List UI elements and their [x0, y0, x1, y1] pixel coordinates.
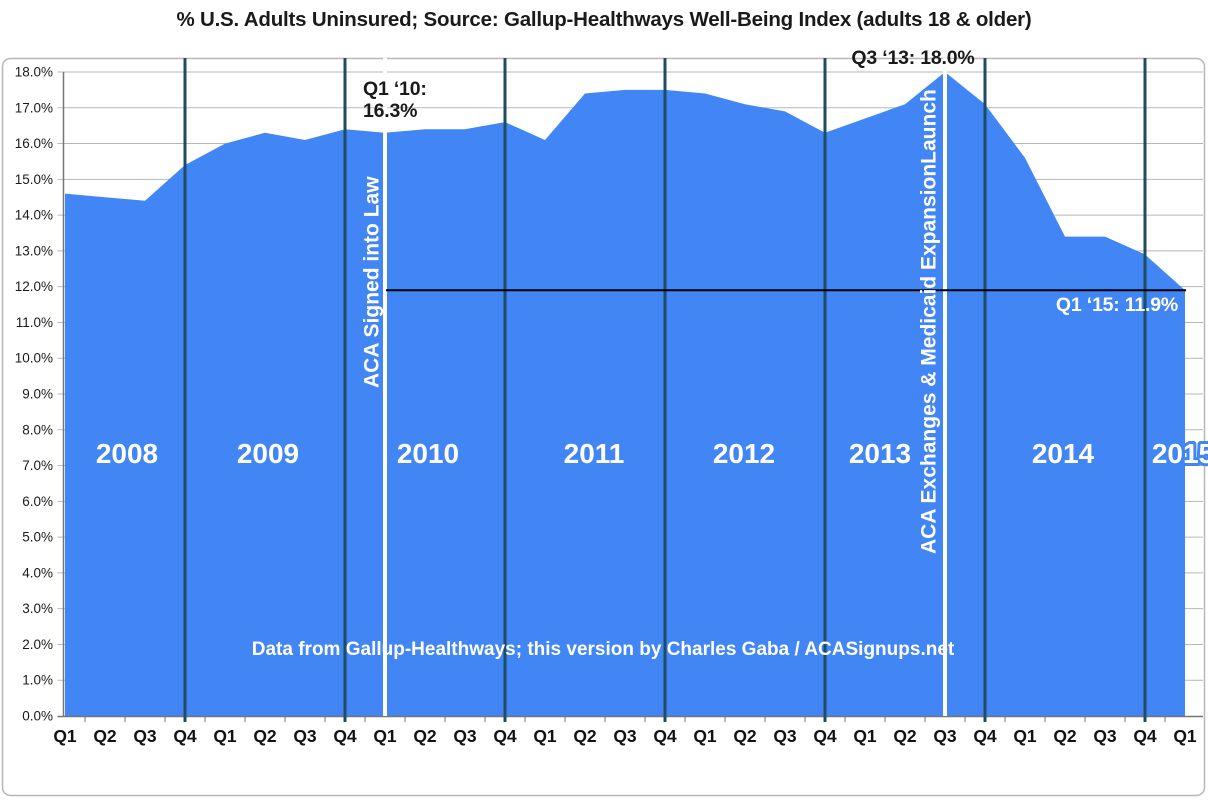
x-axis-tick-label: Q2	[413, 726, 437, 746]
x-axis-tick-label: Q2	[93, 726, 117, 746]
year-label: 2013	[849, 438, 911, 469]
y-axis-tick-label: 1.0%	[22, 673, 53, 688]
x-axis-tick-label: Q4	[653, 726, 677, 746]
year-label: 2009	[237, 438, 299, 469]
x-axis-tick-label: Q4	[1133, 726, 1157, 746]
x-axis-tick-label: Q4	[813, 726, 837, 746]
y-axis-tick-label: 14.0%	[15, 208, 53, 223]
x-axis-tick-label: Q4	[493, 726, 517, 746]
y-axis-tick-label: 0.0%	[22, 709, 53, 724]
x-axis-tick-label: Q1	[693, 726, 717, 746]
y-axis-tick-label: 12.0%	[15, 279, 53, 294]
event-line-caption: ACA Signed into Law	[361, 176, 384, 388]
year-label: 2015	[1152, 438, 1208, 469]
x-axis-tick-label: Q1	[53, 726, 77, 746]
x-axis-tick-label: Q3	[453, 726, 477, 746]
year-label: 2011	[564, 438, 625, 469]
year-label: 2008	[96, 438, 158, 469]
y-axis-tick-label: 16.0%	[15, 136, 53, 151]
y-axis-tick-label: 8.0%	[22, 422, 53, 437]
y-axis-tick-label: 15.0%	[15, 172, 53, 187]
x-axis-tick-label: Q3	[1093, 726, 1117, 746]
y-axis-tick-label: 11.0%	[16, 315, 53, 330]
y-axis-labels: 0.0% 1.0% 2.0% 3.0% 4.0% 5.0% 6.0% 7.0% 8.0% 9.0%…	[15, 65, 53, 724]
y-axis-tick-label: 3.0%	[22, 601, 53, 616]
y-axis-tick-label: 17.0%	[15, 100, 53, 115]
x-axis-tick-label: Q1	[373, 726, 397, 746]
x-axis-tick-label: Q4	[973, 726, 997, 746]
y-axis-tick-label: 10.0%	[15, 351, 53, 366]
y-axis-tick-label: 2.0%	[22, 637, 53, 652]
x-axis-tick-label: Q1	[853, 726, 877, 746]
y-axis-tick-label: 7.0%	[22, 458, 53, 473]
chart-title: % U.S. Adults Uninsured; Source: Gallup-…	[176, 8, 1032, 31]
x-axis-tick-label: Q4	[173, 726, 197, 746]
y-axis-tick-label: 5.0%	[22, 530, 53, 545]
year-label: 2010	[397, 438, 459, 469]
x-axis-tick-label: Q2	[1053, 726, 1077, 746]
x-axis-tick-label: Q2	[733, 726, 757, 746]
y-axis-tick-label: 13.0%	[15, 243, 53, 258]
x-axis-tick-label: Q3	[613, 726, 637, 746]
area-series	[65, 72, 1185, 716]
x-axis-tick-label: Q2	[893, 726, 917, 746]
event-line-caption: ACA Exchanges & Medicaid ExpansionLaunch	[918, 89, 941, 554]
x-axis-tick-label: Q3	[933, 726, 957, 746]
y-axis-tick-label: 9.0%	[22, 387, 53, 402]
year-label: 2014	[1032, 438, 1095, 469]
x-axis-tick-label: Q2	[253, 726, 277, 746]
x-axis-tick-label: Q1	[1013, 726, 1037, 746]
y-axis-tick-label: 6.0%	[22, 494, 53, 509]
x-axis-labels: Q1 Q2 Q3 Q4 Q1 Q2 Q3 Q4 Q1 Q2 Q3 Q4 Q1 Q2 Q3 Q4 Q1 Q2 Q3 Q4…	[53, 726, 1197, 746]
x-axis-ticks	[84, 716, 1166, 722]
year-labels: 2008 2009 2010 2011 2012 2013 2014 2015	[93, 435, 1208, 472]
x-axis-tick-label: Q4	[333, 726, 357, 746]
x-axis-tick-label: Q2	[573, 726, 597, 746]
x-axis-tick-label: Q3	[133, 726, 157, 746]
x-axis-tick-label: Q3	[293, 726, 317, 746]
chart-frame	[1, 57, 1206, 797]
y-axis-tick-label: 4.0%	[22, 565, 53, 580]
year-label: 2012	[713, 438, 775, 469]
y-axis-tick-label: 18.0%	[15, 65, 53, 80]
x-axis-tick-label: Q3	[773, 726, 797, 746]
x-axis-tick-label: Q1	[213, 726, 237, 746]
x-axis-tick-label: Q1	[1173, 726, 1197, 746]
x-axis-tick-label: Q1	[533, 726, 557, 746]
